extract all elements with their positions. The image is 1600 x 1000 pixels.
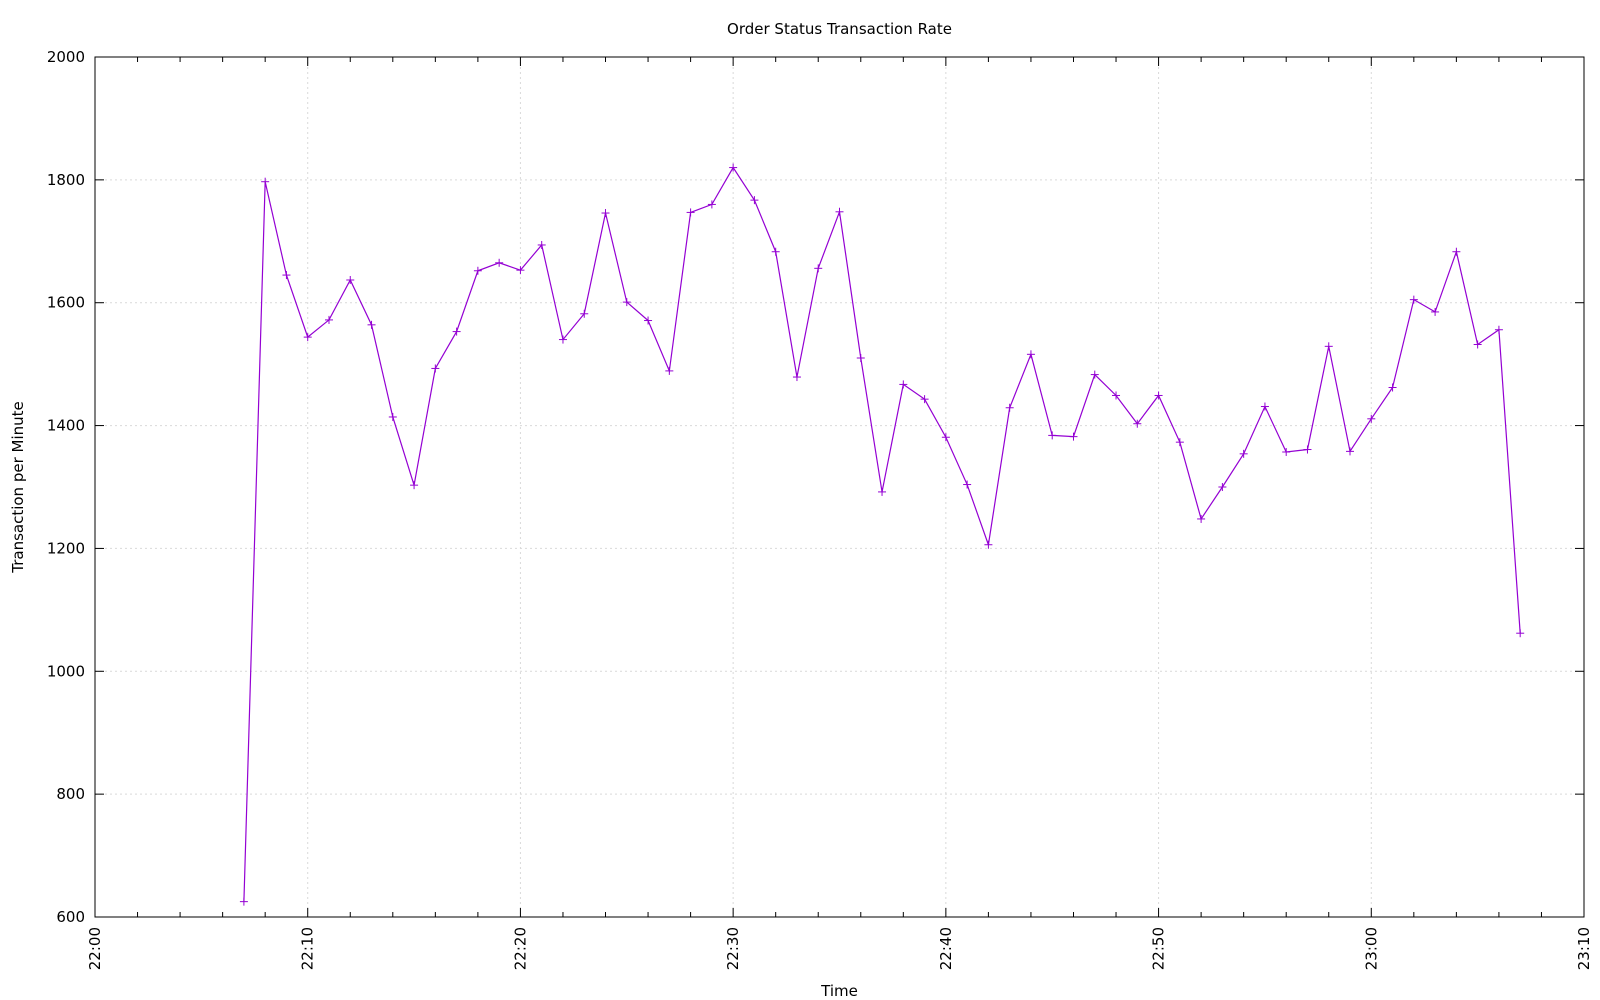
data-point (1282, 447, 1291, 456)
data-point (1026, 350, 1035, 359)
data-point (1239, 449, 1248, 458)
x-tick-label: 22:00 (86, 927, 104, 970)
y-tick-label: 2000 (47, 48, 85, 66)
data-point (303, 333, 312, 342)
x-tick-label: 22:10 (299, 927, 317, 970)
data-point (644, 316, 653, 325)
y-tick-label: 1600 (47, 294, 85, 312)
data-point (729, 163, 738, 172)
data-point (558, 335, 567, 344)
data-point (792, 373, 801, 382)
data-point (814, 264, 823, 273)
data-point (835, 207, 844, 216)
x-tick-label: 23:10 (1575, 927, 1593, 970)
data-point (324, 315, 333, 324)
data-point (1494, 325, 1503, 334)
y-tick-labels: 600 800 1000 1200 1400 1600 1800 2000 (47, 48, 85, 926)
data-point (431, 364, 440, 373)
data-point (495, 258, 504, 267)
data-point (856, 354, 865, 362)
data-point (1473, 340, 1482, 349)
grid (95, 57, 1584, 917)
x-tick-label: 23:00 (1362, 927, 1380, 970)
data-point (1175, 438, 1184, 447)
x-tick-labels: 22:00 22:10 22:20 22:30 22:40 22:50 23:00 23:10 (86, 927, 1593, 970)
chart-title: Order Status Transaction Rate (727, 20, 952, 38)
y-tick-label: 600 (56, 908, 85, 926)
data-point (1069, 432, 1078, 441)
data-point (1112, 391, 1121, 400)
data-point (473, 266, 482, 275)
series-line (243, 166, 1521, 902)
data-point (1516, 629, 1525, 638)
data-point (1409, 295, 1418, 304)
data-point (1048, 431, 1057, 440)
data-point (878, 487, 887, 496)
data-point (1090, 370, 1099, 379)
data-point (580, 309, 589, 318)
plot-frame (94, 56, 1585, 918)
data-point (537, 240, 546, 249)
data-point (1303, 445, 1312, 454)
data-point (1154, 391, 1163, 400)
data-point (367, 320, 376, 329)
data-point (1218, 483, 1227, 491)
data-point (261, 177, 270, 186)
y-tick-label: 1000 (47, 662, 85, 680)
data-point (899, 380, 908, 389)
x-tick-label: 22:20 (511, 927, 529, 970)
data-point (622, 298, 631, 307)
x-axis-label: Time (820, 982, 858, 1000)
y-axis-label: Transaction per Minute (9, 401, 27, 574)
data-point (601, 209, 610, 218)
axis-ticks (94, 56, 1585, 918)
series-layer (239, 163, 1525, 906)
data-point (771, 247, 780, 256)
data-point (920, 395, 929, 404)
data-point (941, 433, 950, 442)
data-point (1005, 403, 1014, 412)
data-point (1346, 447, 1355, 456)
data-point (1197, 514, 1206, 523)
data-point (1324, 342, 1333, 351)
x-tick-label: 22:50 (1150, 927, 1168, 970)
y-tick-label: 1400 (47, 417, 85, 435)
data-point (963, 480, 972, 489)
data-point (750, 196, 759, 205)
data-point (1388, 383, 1397, 392)
x-tick-label: 22:30 (724, 927, 742, 970)
data-point (665, 366, 674, 375)
data-point (686, 208, 695, 217)
y-tick-label: 1200 (47, 539, 85, 557)
y-tick-label: 1800 (47, 171, 85, 189)
data-point (388, 412, 397, 421)
data-point (1260, 402, 1269, 411)
data-point (1452, 247, 1461, 256)
y-tick-label: 800 (56, 785, 85, 803)
data-point (1431, 307, 1440, 316)
data-point (1367, 414, 1376, 423)
data-point (1133, 419, 1142, 428)
data-point (346, 275, 355, 284)
x-tick-label: 22:40 (937, 927, 955, 970)
data-point (452, 327, 461, 336)
data-point (239, 897, 248, 906)
data-point (282, 271, 291, 280)
data-point (707, 200, 716, 209)
data-point (984, 540, 993, 549)
data-point (410, 481, 419, 490)
data-point (516, 266, 525, 275)
